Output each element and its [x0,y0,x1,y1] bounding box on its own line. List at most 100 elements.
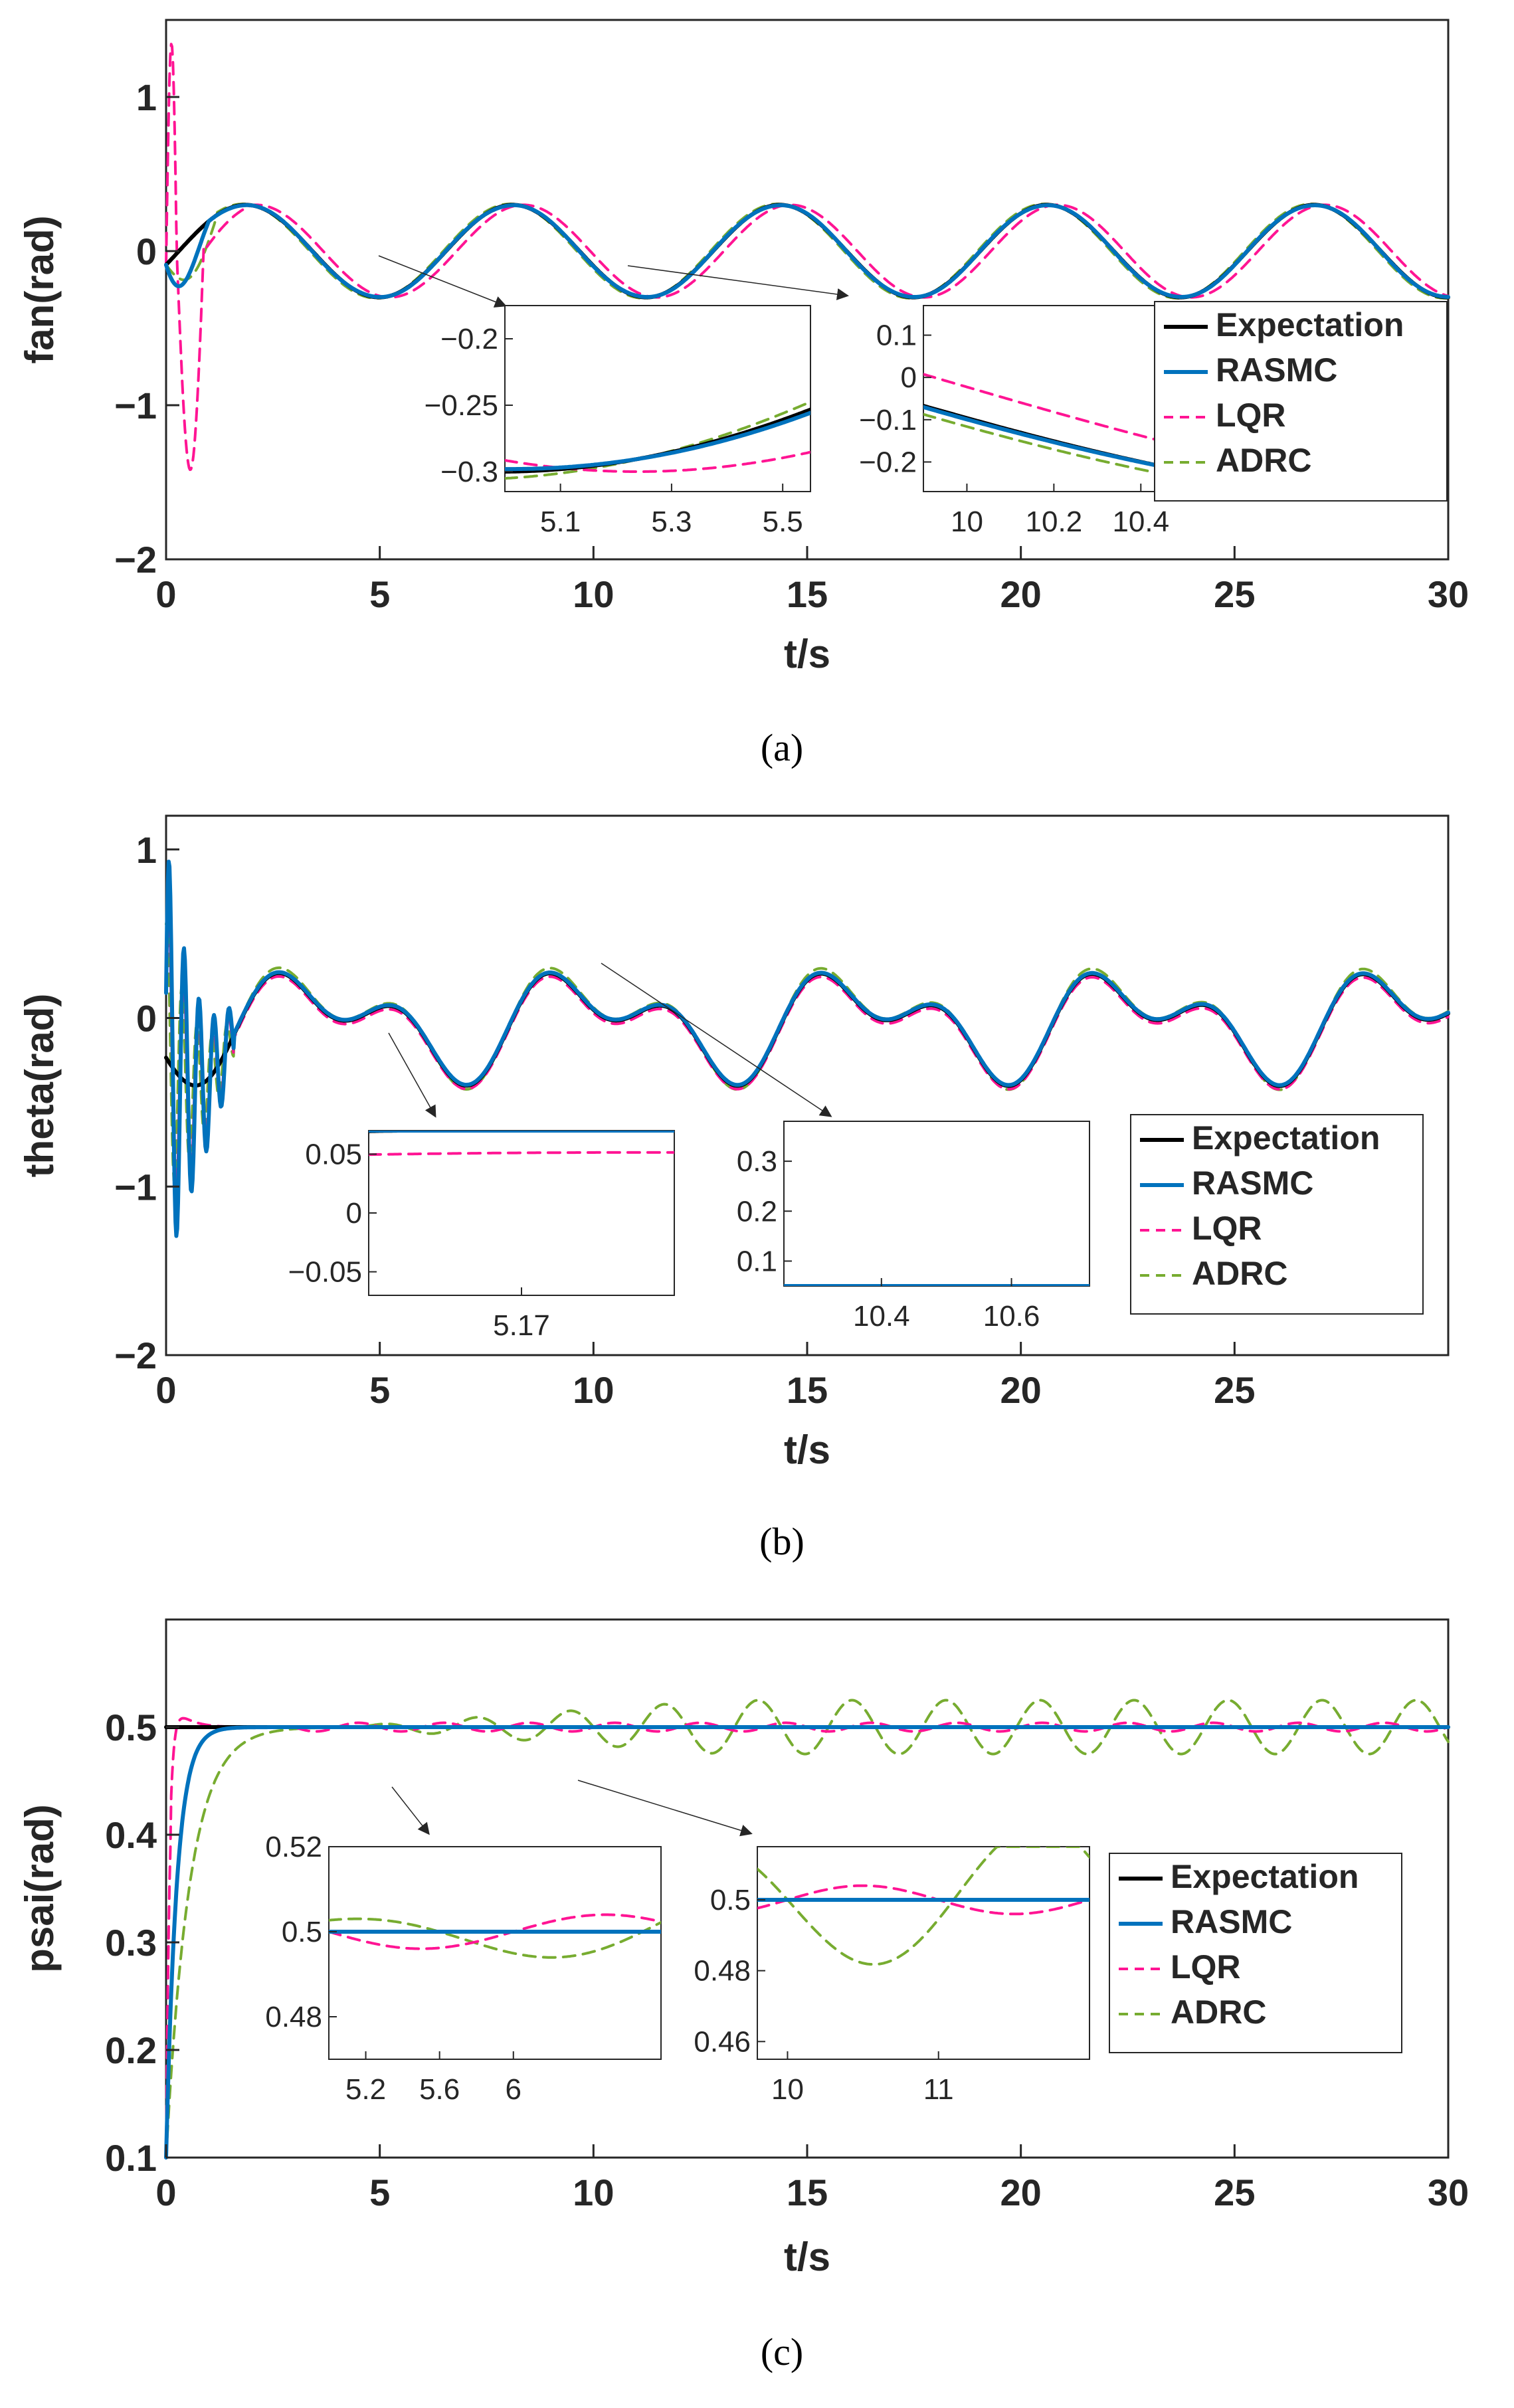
inset-xtick-label: 10.4 [1112,506,1169,538]
legend-label-expectation: Expectation [1171,1858,1359,1895]
inset-xtick-label: 10 [771,2073,804,2106]
panel-b-inset-1-pointer [388,1032,436,1118]
panel-b-inset-2: 0.3 0.2 0.1 10.4 10.6 [737,1121,1090,1333]
panel-a-xtick-label: 0 [155,573,176,615]
panel-a-inset-1-rasmc-line [505,411,810,472]
panel-b-ytick-label: −1 [114,1166,157,1208]
inset-xtick-label: 11 [923,2073,954,2106]
inset-xtick-label: 5.17 [493,1309,550,1342]
panel-a-xtick-label: 30 [1428,573,1469,615]
panel-b-inset-1: 0.05 0 −0.05 5.17 [288,1130,675,1342]
legend-label-rasmc: RASMC [1171,1903,1292,1940]
panel-c-legend-box [1109,1853,1402,2053]
panel-c-x-axis-label: t/s [784,2235,830,2279]
panel-c-ytick-label: 0.2 [105,2029,157,2071]
panel-c-inset-2-series [757,1847,1089,1966]
panel-a-inset-2-series [923,373,1163,476]
panel-b-xtick-label: 0 [155,1369,176,1411]
panel-a-inset-1-frame [504,305,811,492]
legend-label-expectation: Expectation [1192,1119,1380,1157]
panel-c-inset-2-lqr-line [757,1884,1089,1916]
panel-b-inset-1-frame [368,1130,675,1296]
panel-b-x-ticks: 0 5 10 15 20 25 [155,1342,1255,1411]
panel-b-y-axis-label: theta(rad) [17,994,62,1178]
panel-b-rasmc-line [164,860,1450,1238]
inset-xtick-label: 10.6 [983,1300,1040,1333]
panel-c-ytick-label: 0.4 [105,1814,157,1856]
panel-b-legend-box [1130,1114,1424,1315]
panel-b-theta-chart: −2 −1 0 1 0 5 10 15 20 25 theta(rad) t/s 0.05 0 −0… [17,814,1450,1563]
panel-c-ytick-label: 0.1 [105,2137,157,2179]
legend-label-adrc: ADRC [1171,1993,1266,2031]
panel-c-y-axis-label: psai(rad) [17,1804,62,1972]
inset-ytick-label: −0.3 [440,456,498,488]
panel-a-series-layer [164,43,1450,472]
panel-c-y-ticks: 0.1 0.2 0.3 0.4 0.5 [105,1707,179,2179]
panel-a-xtick-label: 10 [573,573,614,615]
inset-ytick-label: 0.5 [282,1916,322,1948]
panel-a-fan-chart: −2−101 0 5 10 15 20 25 30 fan(rad) t/s −0.2−0.… [17,19,1469,769]
panel-b-y-ticks: −2 −1 0 1 [114,829,179,1376]
panel-c-inset-2-adrc-line [757,1847,1089,1966]
inset-ytick-label: 0.46 [694,2025,751,2058]
legend-label-rasmc: RASMC [1192,1164,1313,1202]
panel-a-inset-1-adrc-line [505,400,810,480]
panel-c-xtick-label: 5 [369,2172,390,2213]
panel-c-xtick-label: 0 [155,2172,176,2213]
panel-a-inset-1-series [505,400,810,480]
panel-c-inset-2-frame [757,1846,1090,2060]
legend-label-lqr: LQR [1192,1210,1262,1247]
panel-a-inset-2-lqr-line [923,373,1163,443]
legend-label-lqr: LQR [1216,397,1286,434]
panel-b-x-axis-label: t/s [784,1428,830,1472]
panel-a-inset-2-frame [923,305,1163,492]
legend-label-rasmc: RASMC [1216,351,1337,389]
panel-b-xtick-label: 15 [787,1369,828,1411]
panel-b-xtick-label: 20 [1000,1369,1042,1411]
inset-ytick-label: 0.1 [737,1245,777,1277]
panel-b-series-layer [164,860,1450,1238]
panel-c-legend: Expectation RASMC LQR ADRC [1109,1853,1402,2053]
panel-b-xtick-label: 5 [369,1369,390,1411]
inset-xtick-label: 5.2 [345,2073,386,2106]
panel-a-legend: Expectation RASMC LQR ADRC [1154,301,1448,502]
panel-c-x-ticks: 0 5 10 15 20 25 30 [155,2144,1469,2213]
panel-c-xtick-label: 25 [1214,2172,1255,2213]
legend-label-expectation: Expectation [1216,306,1404,343]
inset-xtick-label: 10.2 [1026,506,1083,538]
inset-ytick-label: 0.52 [265,1831,322,1863]
panel-b-ytick-label: 0 [136,998,157,1040]
panel-a-ytick-label: 0 [136,231,157,272]
panel-c-adrc-line [165,1699,1450,2159]
inset-ytick-label: −0.2 [859,446,917,478]
panel-b-adrc-line [165,917,1450,1184]
inset-ytick-label: 0 [901,361,917,394]
panel-b-legend: Expectation RASMC LQR ADRC [1130,1114,1424,1315]
panel-c-xtick-label: 15 [787,2172,828,2213]
panel-a-inset-1-pointer [378,255,507,308]
inset-ytick-label: 0.48 [265,2001,322,2033]
panel-c-xtick-label: 10 [573,2172,614,2213]
panel-a-ytick-label: −1 [114,385,157,426]
panel-c-ytick-label: 0.5 [105,1707,157,1748]
panel-a-legend-box [1154,301,1448,502]
inset-ytick-label: −0.2 [440,323,498,355]
panel-c-inset-1-pointer [391,1786,430,1835]
inset-ytick-label: 0.1 [876,320,917,352]
panel-b-caption: (b) [759,1520,804,1563]
inset-ytick-label: 0 [346,1197,362,1230]
panel-a-xtick-label: 15 [787,573,828,615]
panel-c-inset-1-series [329,1913,661,1959]
panel-b-inset-1-series [369,1131,674,1157]
panel-a-inset-2-pointer [627,265,849,300]
inset-xtick-label: 5.3 [651,506,692,538]
panel-c-inset-1-frame [328,1846,662,2060]
panel-c-inset-2-pointer [577,1780,753,1837]
panel-a-rasmc-line [164,203,1450,300]
inset-ytick-label: 0.2 [737,1195,777,1228]
panel-a-xtick-label: 20 [1000,573,1042,615]
inset-xtick-label: 5.5 [763,506,803,538]
panel-c-xtick-label: 30 [1428,2172,1469,2213]
panel-c-inset-1: 0.52 0.5 0.48 5.2 5.6 6 [265,1831,662,2106]
